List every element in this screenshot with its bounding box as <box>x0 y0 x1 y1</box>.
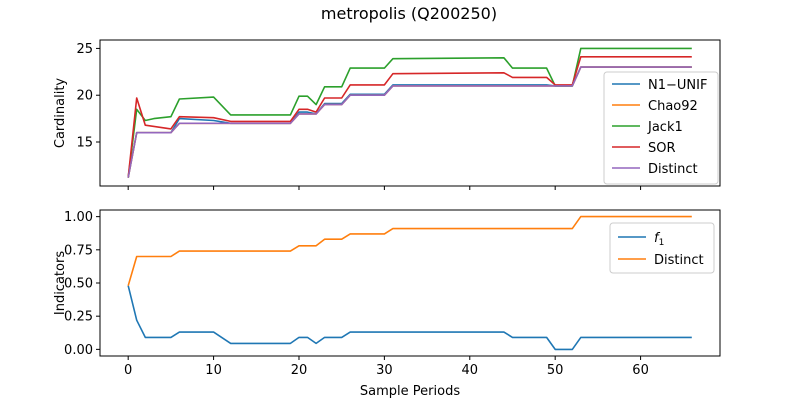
y-tick-label-1-2: 0.50 <box>64 277 93 292</box>
y-tick-label-1-3: 0.75 <box>64 243 93 258</box>
x-tick-label-1-3: 30 <box>376 363 393 378</box>
y-tick-label-0-2: 25 <box>76 42 93 57</box>
x-tick-label-1-1: 10 <box>205 363 222 378</box>
legend-box-0 <box>603 71 719 185</box>
y-tick-label-0-0: 15 <box>76 136 93 151</box>
figure-title: metropolis (Q200250) <box>321 4 497 23</box>
series-line-1-1 <box>127 215 692 286</box>
y-tick-label-1-0: 0.00 <box>64 343 93 358</box>
y-axis-label-0: Cardinality <box>53 78 68 149</box>
x-tick-label-1-6: 60 <box>632 363 649 378</box>
legend-label-0-0: N1−UNIF <box>648 78 707 93</box>
x-tick-label-1-0: 0 <box>124 363 132 378</box>
plot-frame-0 <box>99 39 721 187</box>
series-line-0-4 <box>127 66 692 178</box>
series-line-0-2 <box>127 47 692 178</box>
x-tick-label-1-4: 40 <box>462 363 479 378</box>
y-tick-label-1-1: 0.25 <box>64 310 93 325</box>
legend-box-1 <box>609 222 715 274</box>
series-line-1-0 <box>127 285 692 351</box>
indicators-panel: 0 10 20 30 40 50 60 0.00 0.25 0.50 0.75 1.00 Indicat… <box>53 209 721 399</box>
y-tick-label-1-4: 1.00 <box>64 210 93 225</box>
legend-label-1-1: Distinct <box>654 253 704 268</box>
x-axis-label-1: Sample Periods <box>360 384 460 399</box>
x-tick-label-1-5: 50 <box>547 363 564 378</box>
y-axis-label-1: Indicators <box>53 251 68 315</box>
legend-label-0-1: Chao92 <box>648 99 698 114</box>
legend-label-1-0: f1 <box>654 231 664 248</box>
cardinality-panel: 15 20 25 Cardinality N1−UNIF Chao92 Jack1 SOR Di… <box>53 39 721 190</box>
y-tick-label-0-1: 20 <box>76 89 93 104</box>
legend-label-0-2: Jack1 <box>647 120 683 135</box>
x-tick-label-1-2: 20 <box>291 363 308 378</box>
legend-label-0-3: SOR <box>648 141 676 156</box>
legend-label-0-4: Distinct <box>648 162 698 177</box>
series-line-0-3 <box>127 55 692 178</box>
